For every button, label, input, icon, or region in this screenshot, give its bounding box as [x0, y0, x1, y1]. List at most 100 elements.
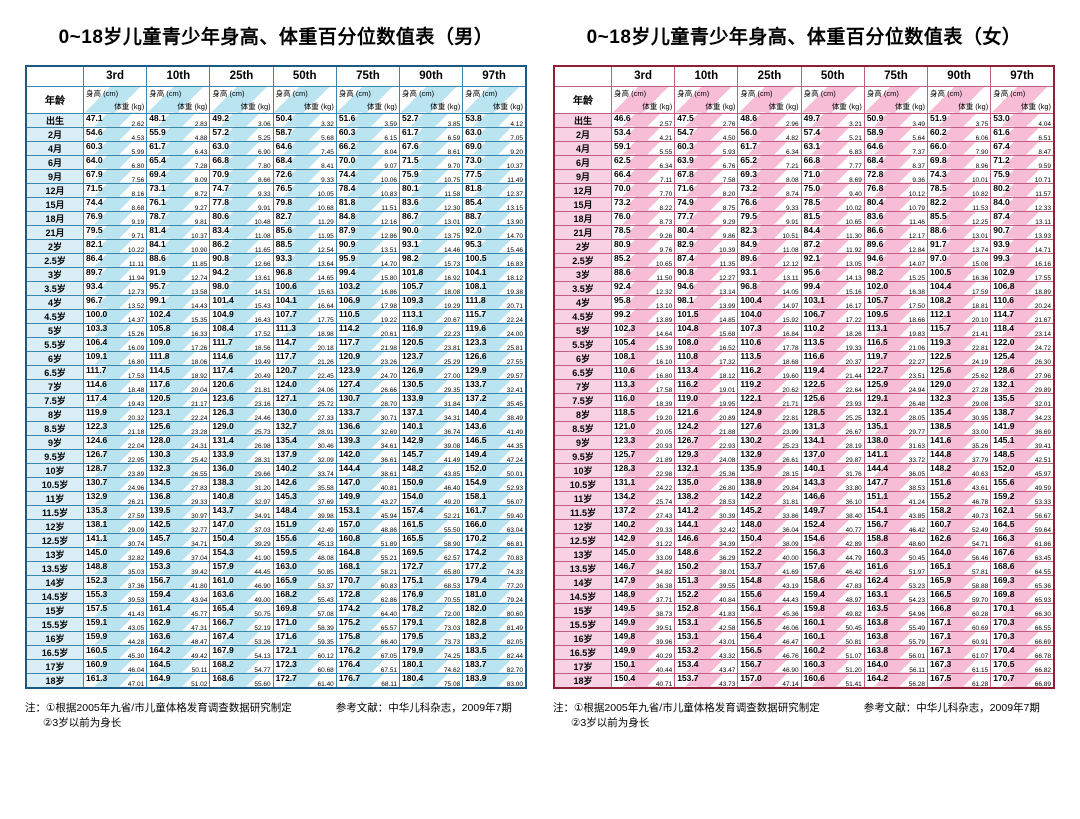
height-value: 133.9 [212, 448, 234, 459]
age-cell: 12.5岁 [25, 532, 84, 548]
weight-value: 15.92 [782, 316, 799, 324]
height-weight-cell: 149.5 38.73 [610, 602, 676, 618]
height-weight-cell: 149.9 43.27 [335, 490, 401, 506]
weight-value: 24.19 [971, 358, 989, 366]
height-value: 119.0 [677, 392, 699, 403]
height-weight-cell: 75.9 10.75 [399, 168, 464, 184]
weight-value: 18.06 [191, 358, 208, 366]
weight-label: 体重 (kg) [768, 101, 799, 111]
height-value: 148.8 [86, 560, 108, 571]
height-value: 101.5 [677, 308, 699, 319]
height-weight-cell: 114.2 20.61 [335, 322, 401, 338]
height-weight-cell: 167.1 60.91 [927, 630, 992, 646]
height-value: 86.4 [86, 252, 103, 263]
height-value: 125.6 [149, 420, 171, 431]
weight-value: 10.65 [655, 260, 673, 268]
height-weight-cell: 80.4 10.79 [863, 196, 929, 212]
age-cell: 15月 [553, 196, 612, 212]
table-row: 13.5岁 146.7 34.82 150.2 38.01 153.7 41.69 157.6… [553, 560, 1055, 576]
height-weight-cell: 95.9 14.70 [335, 252, 401, 268]
weight-value: 9.33 [321, 176, 334, 184]
height-weight-cell: 163.0 50.85 [272, 560, 337, 576]
weight-value: 73.73 [443, 638, 461, 646]
height-value: 109.3 [402, 294, 424, 305]
weight-value: 77.20 [506, 582, 523, 590]
height-weight-cell: 156.5 46.76 [737, 644, 802, 660]
weight-value: 20.89 [719, 414, 736, 422]
height-weight-cell: 110.8 17.32 [674, 350, 739, 366]
measure-header-cell: 身高 (cm) 体重 (kg) [146, 85, 211, 114]
height-weight-cell: 70.9 8.66 [209, 168, 274, 184]
height-weight-cell: 89.7 11.94 [82, 266, 148, 282]
height-weight-cell: 69.8 8.96 [927, 154, 992, 170]
weight-value: 46.42 [845, 568, 862, 576]
height-value: 81.8 [465, 182, 482, 193]
table-row: 5.5岁 106.4 16.09 109.0 17.26 111.7 18.56 114.7 2… [25, 336, 527, 352]
table-row: 5岁 103.3 15.26 105.8 16.33 108.4 17.52 111.3 18.… [25, 322, 527, 338]
height-weight-cell: 54.6 4.53 [82, 126, 148, 142]
height-weight-cell: 49.2 3.06 [209, 112, 274, 128]
height-weight-cell: 138.3 31.20 [209, 476, 274, 492]
weight-value: 40.00 [782, 554, 799, 562]
height-value: 99.4 [338, 266, 356, 277]
boys-table-title: 0~18岁儿童青少年身高、体重百分位数值表（男） [58, 27, 494, 48]
height-value: 153.7 [677, 672, 699, 683]
height-weight-cell: 71.5 8.16 [82, 182, 148, 198]
weight-value: 19.38 [506, 288, 523, 296]
height-value: 135.3 [86, 504, 108, 515]
weight-value: 32.09 [317, 456, 334, 464]
height-value: 64.0 [86, 154, 103, 165]
height-value: 113.1 [866, 322, 888, 333]
weight-value: 80.60 [506, 610, 523, 618]
height-weight-cell: 137.9 32.09 [272, 448, 337, 464]
age-cell: 16.5岁 [25, 644, 84, 660]
height-value: 171.6 [275, 630, 297, 641]
height-weight-cell: 163.6 49.00 [209, 588, 274, 604]
weight-value: 17.22 [845, 316, 862, 324]
height-weight-cell: 102.0 16.38 [863, 280, 929, 296]
height-value: 138.9 [740, 476, 762, 487]
height-weight-cell: 176.4 67.51 [335, 658, 401, 674]
height-weight-cell: 130.3 25.42 [146, 448, 211, 464]
height-weight-cell: 122.1 21.71 [737, 392, 802, 408]
height-weight-cell: 150.2 38.01 [674, 560, 739, 576]
weight-value: 33.00 [971, 428, 989, 436]
height-weight-cell: 99.4 15.16 [800, 280, 865, 296]
weight-value: 19.95 [719, 400, 736, 408]
height-value: 129.3 [677, 448, 699, 459]
height-weight-cell: 132.9 26.21 [82, 490, 148, 506]
height-value: 103.3 [86, 322, 108, 333]
height-value: 79.8 [275, 196, 293, 207]
weight-value: 3.59 [384, 120, 398, 128]
height-weight-cell: 149.8 39.96 [610, 630, 676, 646]
height-value: 132.9 [740, 448, 762, 459]
age-cell: 17岁 [553, 658, 612, 674]
height-value: 122.0 [993, 336, 1015, 347]
weight-value: 20.49 [254, 372, 271, 380]
height-value: 164.9 [149, 672, 171, 683]
percentile-header-50th: 50th [800, 65, 865, 87]
weight-value: 51.07 [845, 652, 862, 660]
height-value: 136.0 [212, 462, 234, 473]
height-value: 163.6 [212, 588, 234, 599]
weight-value: 8.73 [659, 218, 673, 226]
height-value: 126.3 [212, 406, 234, 417]
height-value: 113.4 [677, 364, 699, 375]
percentile-header-75th: 75th [335, 65, 401, 87]
height-weight-cell: 165.4 50.75 [209, 602, 274, 618]
height-weight-cell: 66.2 8.04 [335, 140, 401, 156]
weight-value: 46.40 [443, 484, 461, 492]
weight-value: 35.45 [506, 400, 523, 408]
weight-value: 48.47 [191, 638, 208, 646]
height-weight-cell: 167.1 60.69 [927, 616, 992, 632]
height-value: 167.1 [930, 616, 952, 627]
height-value: 102.0 [866, 280, 889, 291]
age-cell: 6岁 [553, 350, 612, 366]
weight-value: 13.90 [506, 218, 523, 226]
height-value: 63.0 [212, 140, 229, 151]
height-weight-cell: 172.7 65.80 [399, 560, 464, 576]
height-value: 61.7 [402, 126, 419, 137]
height-value: 160.7 [930, 518, 952, 529]
height-weight-cell: 150.1 40.44 [610, 658, 676, 674]
height-value: 60.3 [677, 140, 694, 151]
